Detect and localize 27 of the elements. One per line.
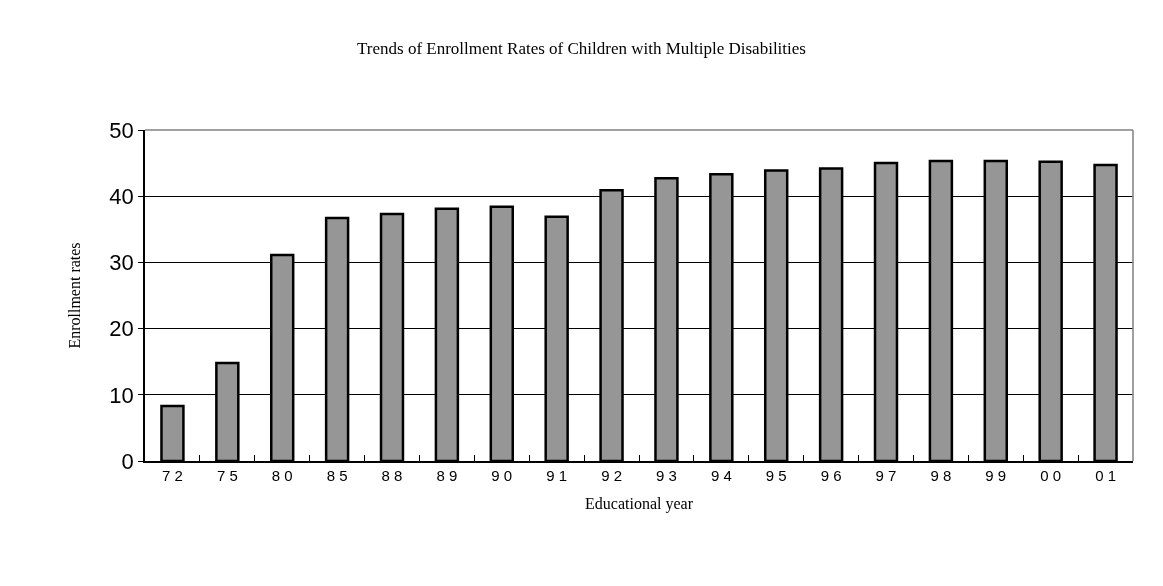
x-axis-title: Educational year — [585, 494, 694, 513]
x-tick-label: 9 6 — [820, 466, 842, 484]
x-tick-label: 8 9 — [436, 466, 458, 484]
x-tick-label: 7 5 — [216, 466, 238, 484]
y-tick-label: 10 — [109, 382, 134, 408]
x-tick-label: 8 8 — [381, 466, 403, 484]
x-tick-label: 9 2 — [601, 466, 622, 484]
y-axis-title: Enrollment rates — [65, 242, 83, 349]
y-tick-label: 50 — [109, 117, 134, 143]
x-tick-label: 9 3 — [656, 466, 677, 484]
y-tick-label: 30 — [109, 250, 134, 276]
chart-title: Trends of Enrollment Rates of Children with Multiple Disabilities — [357, 38, 806, 58]
x-tick-label: 0 1 — [1095, 466, 1116, 484]
x-tick-label: 9 1 — [546, 466, 568, 484]
x-tick-label: 7 2 — [162, 466, 183, 484]
x-tick-label: 0 0 — [1040, 466, 1062, 484]
x-tick-label: 8 0 — [271, 466, 293, 484]
x-tick-label: 9 5 — [765, 466, 787, 484]
x-tick-label: 9 4 — [710, 466, 732, 484]
y-tick-label: 40 — [109, 183, 134, 209]
x-tick-label: 9 7 — [875, 466, 897, 484]
x-tick-label: 9 8 — [930, 466, 952, 484]
y-tick-label: 20 — [109, 316, 134, 342]
x-tick-label: 9 9 — [985, 466, 1007, 484]
x-tick-label: 8 5 — [326, 466, 348, 484]
x-tick-label: 9 0 — [491, 466, 513, 484]
y-tick-label: 0 — [121, 448, 134, 474]
